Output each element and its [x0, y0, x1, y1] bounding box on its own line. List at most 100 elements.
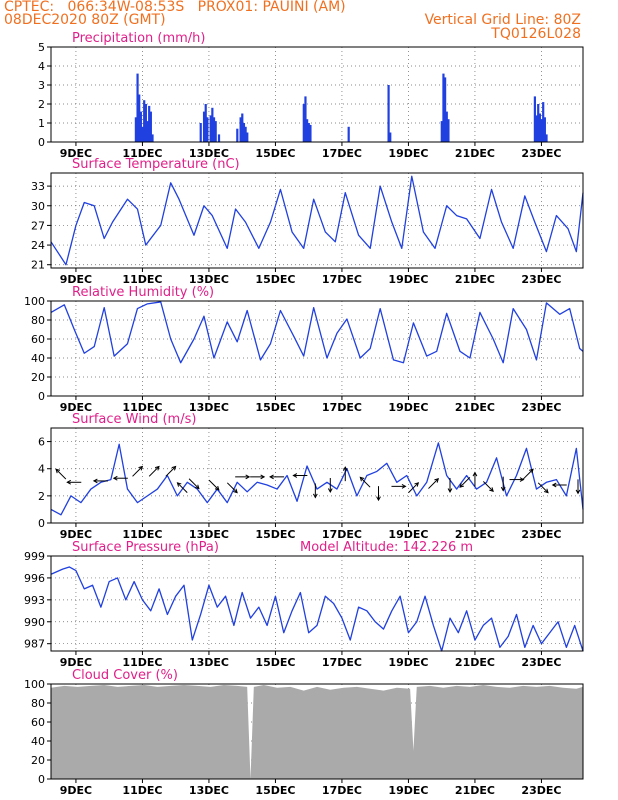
- panel-3-wind-arrow-7: [176, 482, 188, 493]
- panel-2-xtick-label-1: 11DEC: [122, 401, 162, 414]
- panel-0-ytick-label-1: 1: [38, 117, 45, 130]
- panel-5-xtick-label-0: 9DEC: [60, 784, 92, 797]
- panel-3-wind-arrow-19: [376, 486, 381, 502]
- panel-5-xtick-label-1: 11DEC: [122, 784, 162, 797]
- panel-4-xtick-label-2: 13DEC: [189, 656, 229, 669]
- panel-0-bar-34: [440, 121, 443, 142]
- panel-0-bar-30: [309, 124, 312, 142]
- panel-0-xtick-label-2: 13DEC: [189, 147, 229, 160]
- panel-3-wind-arrow-5: [148, 465, 160, 477]
- panel-3-ytick-label-0: 0: [38, 517, 45, 530]
- panel-2-ytick-label-0: 0: [38, 390, 45, 403]
- panel-5-ytick-label-3: 60: [31, 716, 45, 729]
- panel-0-bar-10: [151, 134, 154, 142]
- panel-0-bar-14: [206, 117, 209, 142]
- panel-0-bar-13: [204, 104, 207, 142]
- panel-0-bar-7: [146, 121, 149, 142]
- panel-5-ytick-label-4: 80: [31, 697, 45, 710]
- panel-0-bar-26: [302, 104, 305, 142]
- panel-3-wind-arrow-4: [132, 465, 144, 477]
- panel-0-bar-11: [199, 123, 202, 142]
- panel-3-wind-arrow-6: [165, 465, 177, 477]
- panel-4-ytick-label-4: 999: [24, 550, 45, 563]
- panel-2-xtick-label-5: 19DEC: [388, 401, 428, 414]
- panel-0-bar-4: [141, 126, 144, 142]
- panel-3-wind-arrow-1: [66, 479, 82, 485]
- panel-0-bar-32: [387, 85, 390, 142]
- panel-3-wind-arrow-20: [391, 484, 407, 489]
- panel-2-xtick-label-0: 9DEC: [60, 401, 92, 414]
- panel-1-xtick-label-5: 19DEC: [388, 273, 428, 286]
- panel-1-ytick-label-4: 33: [31, 180, 45, 193]
- panel-3-wind-arrow-28: [509, 477, 525, 482]
- panel-3-xtick-label-6: 21DEC: [455, 528, 495, 541]
- panel-1-xtick-label-0: 9DEC: [60, 273, 92, 286]
- panel-0-bar-40: [535, 115, 538, 142]
- panel-3-xtick-label-7: 23DEC: [521, 528, 561, 541]
- panel-3-wind-arrow-11: [235, 474, 251, 480]
- panel-0-ytick-label-3: 3: [38, 79, 45, 92]
- panel-0-bar-16: [211, 107, 214, 142]
- panel-5-title: Cloud Cover (%): [72, 668, 178, 683]
- panel-4-ytick-label-2: 993: [24, 594, 45, 607]
- panel-0-xtick-label-1: 11DEC: [122, 147, 162, 160]
- panel-2-ytick-label-4: 80: [31, 314, 45, 327]
- panel-3-xtick-label-2: 13DEC: [189, 528, 229, 541]
- panel-0-xtick-label-6: 21DEC: [455, 147, 495, 160]
- panel-1-series-line: [50, 175, 584, 266]
- panel-1-xtick-label-3: 15DEC: [255, 273, 295, 286]
- panel-5-xtick-label-5: 19DEC: [388, 784, 428, 797]
- panel-2-series-line: [50, 301, 584, 364]
- panel-0-xtick-label-5: 19DEC: [388, 147, 428, 160]
- panel-4-ytick-label-3: 996: [24, 572, 45, 585]
- panel-5-xtick-label-6: 21DEC: [455, 784, 495, 797]
- panel-0-bar-35: [442, 73, 445, 142]
- panel-1-xtick-label-4: 17DEC: [322, 273, 362, 286]
- panel-0-bar-20: [236, 128, 239, 142]
- panel-0-bar-31: [347, 126, 350, 142]
- panel-2-xtick-label-7: 23DEC: [521, 401, 561, 414]
- panel-0-bar-42: [538, 113, 541, 142]
- panel-0-bar-12: [202, 111, 206, 142]
- panel-0-bar-36: [444, 77, 447, 142]
- panel-4-xtick-label-0: 9DEC: [60, 656, 92, 669]
- panel-0-bar-5: [143, 100, 146, 142]
- panel-0-xtick-label-4: 17DEC: [322, 147, 362, 160]
- panel-0-bar-1: [136, 73, 139, 142]
- panel-3-wind-arrow-26: [482, 481, 494, 492]
- panel-3-wind-arrow-14: [292, 473, 308, 478]
- panel-0-bar-18: [214, 121, 217, 142]
- header-datetime: 08DEC2020 80Z (GMT): [4, 12, 166, 28]
- panel-3-xtick-label-5: 19DEC: [388, 528, 428, 541]
- panel-3-wind-arrow-17: [342, 466, 348, 482]
- panel-3-wind-arrow-10: [226, 482, 238, 494]
- panel-0-bar-17: [212, 117, 216, 142]
- panel-0-bar-19: [217, 134, 221, 142]
- panel-1-ytick-label-3: 30: [31, 200, 45, 213]
- panel-3-wind-arrow-12: [250, 474, 266, 480]
- panel-0-ytick-label-5: 5: [38, 41, 45, 54]
- panel-0-bar-24: [244, 126, 247, 142]
- panel-1-xtick-label-7: 23DEC: [521, 273, 561, 286]
- panel-5-xtick-label-3: 15DEC: [255, 784, 295, 797]
- panel-3-wind-arrow-32: [575, 479, 581, 495]
- panel-2-xtick-label-2: 13DEC: [189, 401, 229, 414]
- panel-2-ytick-label-5: 100: [24, 295, 45, 308]
- panel-4-ytick-label-1: 990: [24, 616, 45, 629]
- panel-5-xtick-label-2: 13DEC: [189, 784, 229, 797]
- panel-0-ytick-label-0: 0: [38, 136, 45, 149]
- panel-0-bar-39: [533, 96, 536, 142]
- panel-3-title: Surface Wind (m/s): [72, 412, 196, 427]
- panel-1-xtick-label-6: 21DEC: [455, 273, 495, 286]
- panel-3-ytick-label-2: 4: [38, 463, 45, 476]
- panel-0-bar-33: [389, 132, 392, 142]
- panel-3-xtick-label-3: 15DEC: [255, 528, 295, 541]
- panel-0-bar-37: [445, 111, 448, 142]
- panel-3-wind-arrow-13: [269, 474, 285, 480]
- panel-0-ytick-label-2: 2: [38, 98, 45, 111]
- header-vertical-grid: Vertical Grid Line: 80Z: [424, 12, 581, 28]
- panel-0-xtick-label-3: 15DEC: [255, 147, 295, 160]
- panel-0-bar-27: [304, 96, 307, 142]
- panel-5-xtick-label-4: 17DEC: [322, 784, 362, 797]
- panel-2-title: Relative Humidity (%): [72, 285, 214, 300]
